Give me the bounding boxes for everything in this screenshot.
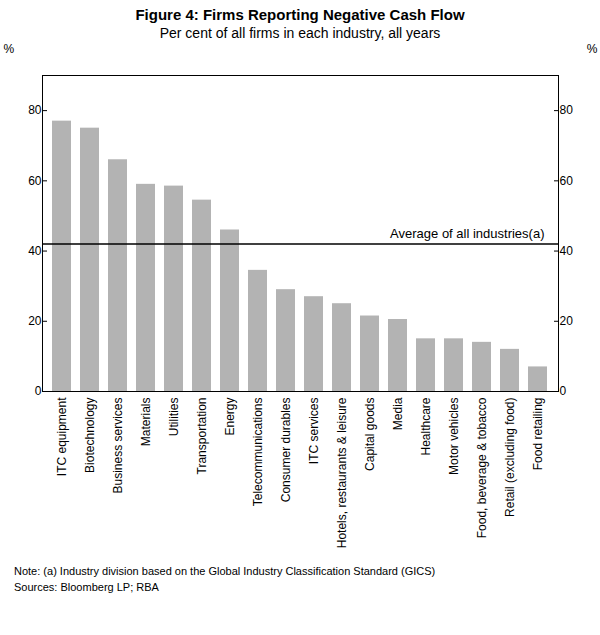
svg-text:Utilities: Utilities <box>167 398 181 437</box>
svg-text:Transportation: Transportation <box>195 398 209 475</box>
svg-text:80: 80 <box>560 103 574 117</box>
svg-text:0: 0 <box>35 384 42 398</box>
svg-text:60: 60 <box>560 174 574 188</box>
svg-text:Motor vehicles: Motor vehicles <box>447 398 461 475</box>
svg-text:40: 40 <box>28 244 42 258</box>
svg-text:Food, beverage & tobacco: Food, beverage & tobacco <box>475 397 489 538</box>
svg-text:ITC equipment: ITC equipment <box>55 397 69 476</box>
svg-text:20: 20 <box>28 314 42 328</box>
svg-text:Hotels, restaurants & leisure: Hotels, restaurants & leisure <box>335 397 349 548</box>
svg-text:80: 80 <box>28 103 42 117</box>
svg-text:Food retailing: Food retailing <box>531 398 545 471</box>
svg-text:Healthcare: Healthcare <box>419 397 433 455</box>
html-text:Figure 4: Firms Reporting Nega: Figure 4: Firms Reporting Negative Cash … <box>135 6 465 23</box>
svg-text:40: 40 <box>560 244 574 258</box>
svg-text:0: 0 <box>560 384 567 398</box>
html-text:Per cent of all firms in each: Per cent of all firms in each industry, … <box>159 25 441 41</box>
svg-text:20: 20 <box>560 314 574 328</box>
svg-text:%: % <box>4 42 15 56</box>
svg-text:Energy: Energy <box>223 398 237 436</box>
svg-text:Retail (excluding food): Retail (excluding food) <box>503 398 517 517</box>
html-text:Note: (a) Industry division ba: Note: (a) Industry division based on the… <box>14 565 436 577</box>
svg-text:Telecommunications: Telecommunications <box>251 398 265 507</box>
svg-text:Capital goods: Capital goods <box>363 398 377 471</box>
svg-text:Average of all industries(a): Average of all industries(a) <box>390 226 544 241</box>
svg-text:60: 60 <box>28 174 42 188</box>
html-text:Sources: Bloomberg LP; RBA: Sources: Bloomberg LP; RBA <box>14 581 159 593</box>
svg-text:Materials: Materials <box>139 398 153 447</box>
svg-text:Business services: Business services <box>111 398 125 494</box>
svg-text:ITC services: ITC services <box>307 398 321 465</box>
svg-text:Media: Media <box>391 397 405 430</box>
svg-text:Biotechnology: Biotechnology <box>83 398 97 473</box>
svg-text:Consumer durables: Consumer durables <box>279 398 293 503</box>
svg-text:%: % <box>587 42 598 56</box>
